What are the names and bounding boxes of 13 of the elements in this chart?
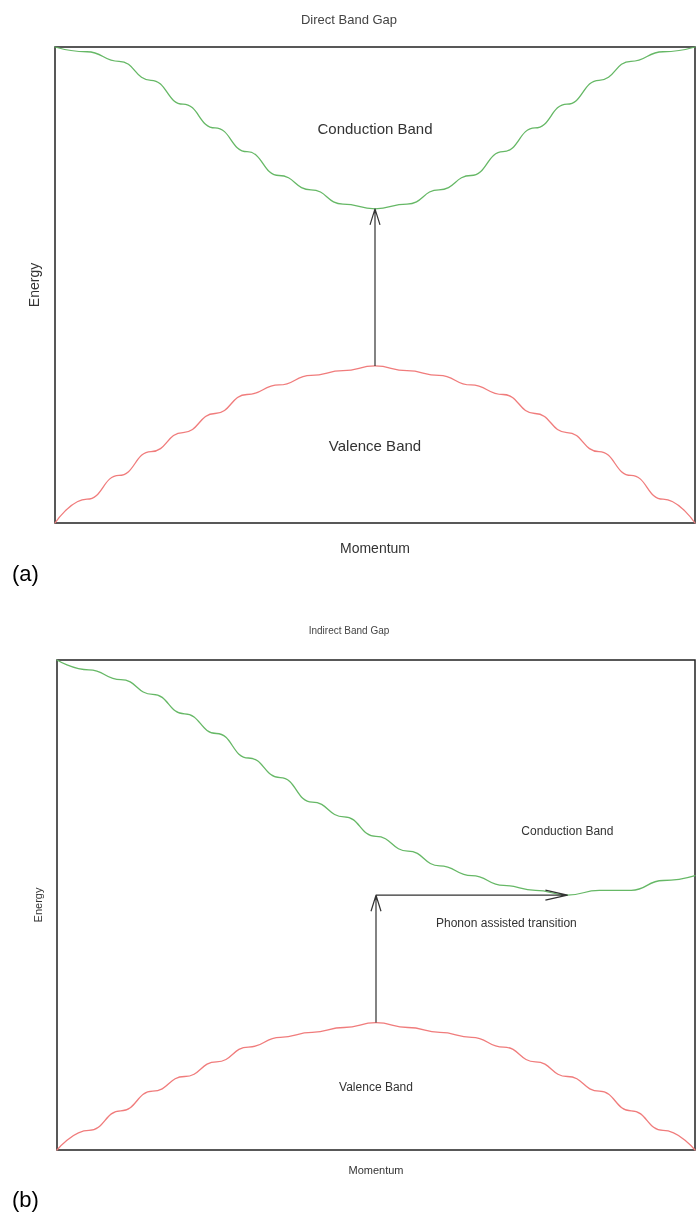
chart-title: Direct Band Gap: [300, 12, 398, 27]
chart-title: Indirect Band Gap: [308, 624, 390, 636]
y-axis-title: Energy: [26, 262, 42, 308]
annotation: Valence Band: [328, 437, 422, 455]
annotation: Conduction Band: [317, 120, 433, 138]
x-axis-title: Momentum: [339, 540, 411, 556]
text: (a): [12, 560, 39, 586]
x-axis-title: Momentum: [348, 1163, 404, 1176]
text: (b): [12, 1186, 39, 1212]
annotation: Conduction Band: [521, 824, 614, 839]
annotation: Phonon assisted transition: [436, 916, 577, 931]
y-axis-title: Energy: [31, 887, 44, 923]
annotation: Valence Band: [339, 1079, 413, 1094]
